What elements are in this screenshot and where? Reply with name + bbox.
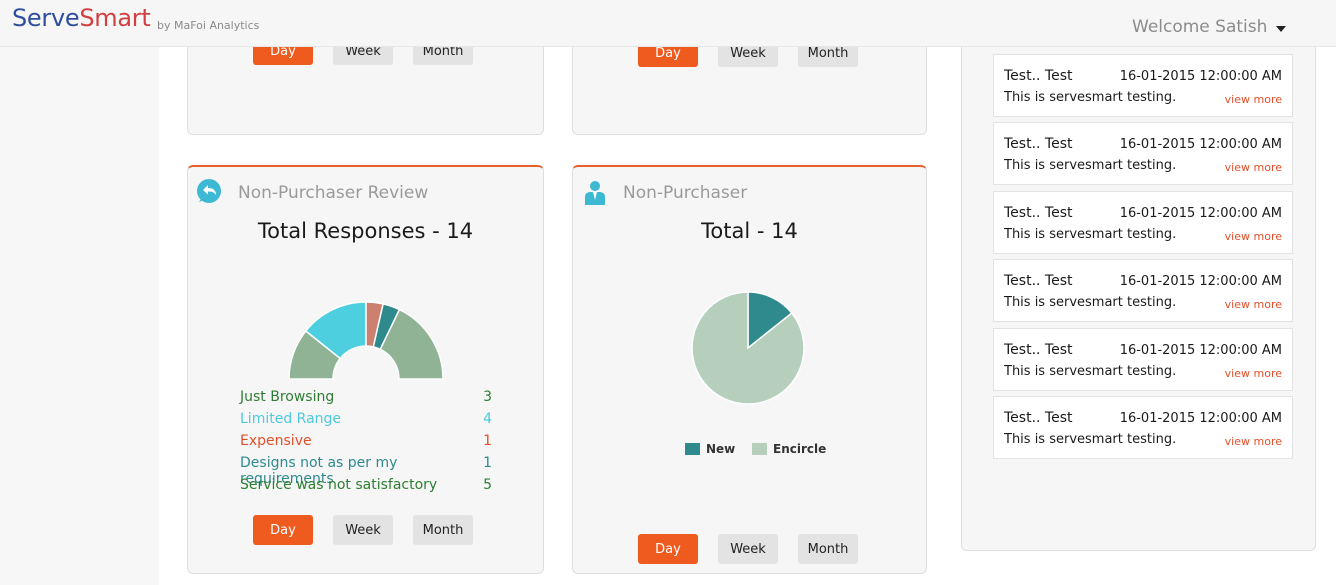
legend-count: 5 — [483, 477, 492, 493]
total-responses: Total Responses - 14 — [257, 219, 474, 243]
legend-count: 4 — [483, 411, 492, 427]
notification-body: This is servesmart testing. — [1004, 226, 1177, 242]
legend-label-new: New — [706, 442, 736, 456]
view-more-link[interactable]: view more — [1224, 161, 1282, 175]
customer-icon — [585, 181, 605, 205]
notification-item[interactable]: Test.. Test 16-01-2015 12:00:00 AM This is… — [993, 327, 1293, 391]
legend-count: 1 — [483, 455, 492, 471]
pie-chart — [691, 291, 805, 405]
notifications-panel: Test.. Test 16-01-2015 12:00:00 AM This is… — [961, 30, 1316, 551]
notification-date: 16-01-2015 12:00:00 AM — [1119, 411, 1282, 426]
notification-title: Test.. Test — [1004, 341, 1073, 358]
non-purchaser-card: Non-Purchaser Total - 14 New Encircle Da… — [572, 165, 927, 574]
notification-item[interactable]: Test.. Test 16-01-2015 12:00:00 AM This is… — [993, 122, 1293, 186]
legend-count: 1 — [483, 433, 492, 449]
notification-title: Test.. Test — [1004, 136, 1073, 153]
notification-body: This is servesmart testing. — [1004, 158, 1177, 174]
notification-date: 16-01-2015 12:00:00 AM — [1119, 205, 1282, 221]
notification-body: This is servesmart testing. — [1004, 295, 1177, 311]
donut-slice[interactable] — [379, 308, 444, 380]
view-more-link[interactable]: view more — [1224, 229, 1282, 243]
brand-smart: Smart — [79, 4, 151, 32]
reply-icon — [197, 179, 221, 203]
notification-date: 16-01-2015 12:00:00 AM — [1119, 137, 1282, 153]
brand-serve: Serve — [12, 4, 80, 32]
view-more-link[interactable]: view more — [1224, 93, 1282, 106]
card-title: Non-Purchaser Review — [238, 183, 429, 203]
brand-logo[interactable]: ServeSmart — [12, 4, 151, 32]
legend-row: Limited Range 4 — [240, 411, 492, 433]
legend-row: Expensive 1 — [240, 433, 492, 455]
notification-date: 16-01-2015 12:00:00 AM — [1119, 274, 1282, 290]
legend-label: Just Browsing — [240, 389, 335, 405]
notification-body: This is servesmart testing. — [1004, 363, 1177, 379]
brand-tagline: by MaFoi Analytics — [157, 19, 260, 32]
pie-slice[interactable] — [747, 291, 793, 350]
day-button[interactable]: Day — [253, 515, 313, 545]
legend-label: Designs not as per my requirements — [240, 455, 398, 487]
notification-item[interactable]: Test.. Test 16-01-2015 12:00:00 AM This is… — [993, 190, 1293, 254]
month-button[interactable]: Month — [413, 515, 473, 545]
notification-body: This is servesmart testing. — [1004, 90, 1177, 105]
top-header: ServeSmart by MaFoi Analytics Welcome Sa… — [0, 0, 1336, 47]
view-more-link[interactable]: view more — [1224, 435, 1282, 448]
week-button[interactable]: Week — [718, 534, 778, 564]
notification-title: Test.. Test — [1004, 204, 1073, 221]
notification-item[interactable]: Test.. Test 16-01-2015 12:00:00 AM This is… — [993, 54, 1293, 117]
view-more-link[interactable]: view more — [1224, 366, 1282, 380]
notification-date: 16-01-2015 12:00:00 AM — [1119, 342, 1282, 358]
semi-donut-chart — [288, 301, 444, 380]
pie-slice[interactable] — [691, 291, 805, 405]
legend-label: Limited Range — [240, 411, 342, 427]
card-title: Non-Purchaser — [623, 183, 748, 203]
chevron-down-icon[interactable] — [1276, 26, 1286, 32]
legend-count: 3 — [483, 389, 492, 405]
notification-item[interactable]: Test.. Test 16-01-2015 12:00:00 AM This is… — [993, 396, 1293, 459]
legend-label: Service was not satisfactory — [240, 477, 438, 493]
legend-swatch-new — [685, 443, 700, 455]
notification-date: 16-01-2015 12:00:00 AM — [1119, 69, 1282, 84]
total-count: Total - 14 — [701, 219, 798, 243]
week-button[interactable]: Week — [333, 515, 393, 545]
month-button[interactable]: Month — [798, 534, 858, 564]
non-purchaser-review-card: Non-Purchaser Review Total Responses - 1… — [187, 165, 544, 574]
day-button[interactable]: Day — [638, 534, 698, 564]
notification-title: Test.. Test — [1004, 410, 1073, 426]
notification-item[interactable]: Test.. Test 16-01-2015 12:00:00 AM This is… — [993, 259, 1293, 323]
welcome-user[interactable]: Welcome Satish — [1132, 17, 1268, 37]
left-sidebar — [0, 47, 159, 585]
legend-label: Expensive — [240, 433, 312, 449]
legend-row: Service was not satisfactory 5 — [240, 477, 492, 499]
legend-row: Just Browsing 3 — [240, 389, 492, 411]
view-more-link[interactable]: view more — [1224, 298, 1282, 312]
legend-label-encircle: Encircle — [773, 442, 827, 456]
legend-swatch-encircle — [752, 443, 767, 455]
notification-title: Test.. Test — [1004, 273, 1073, 290]
notification-title: Test.. Test — [1004, 68, 1073, 84]
notification-body: This is servesmart testing. — [1004, 432, 1177, 447]
legend-row: Designs not as per my requirements 1 — [240, 455, 492, 487]
